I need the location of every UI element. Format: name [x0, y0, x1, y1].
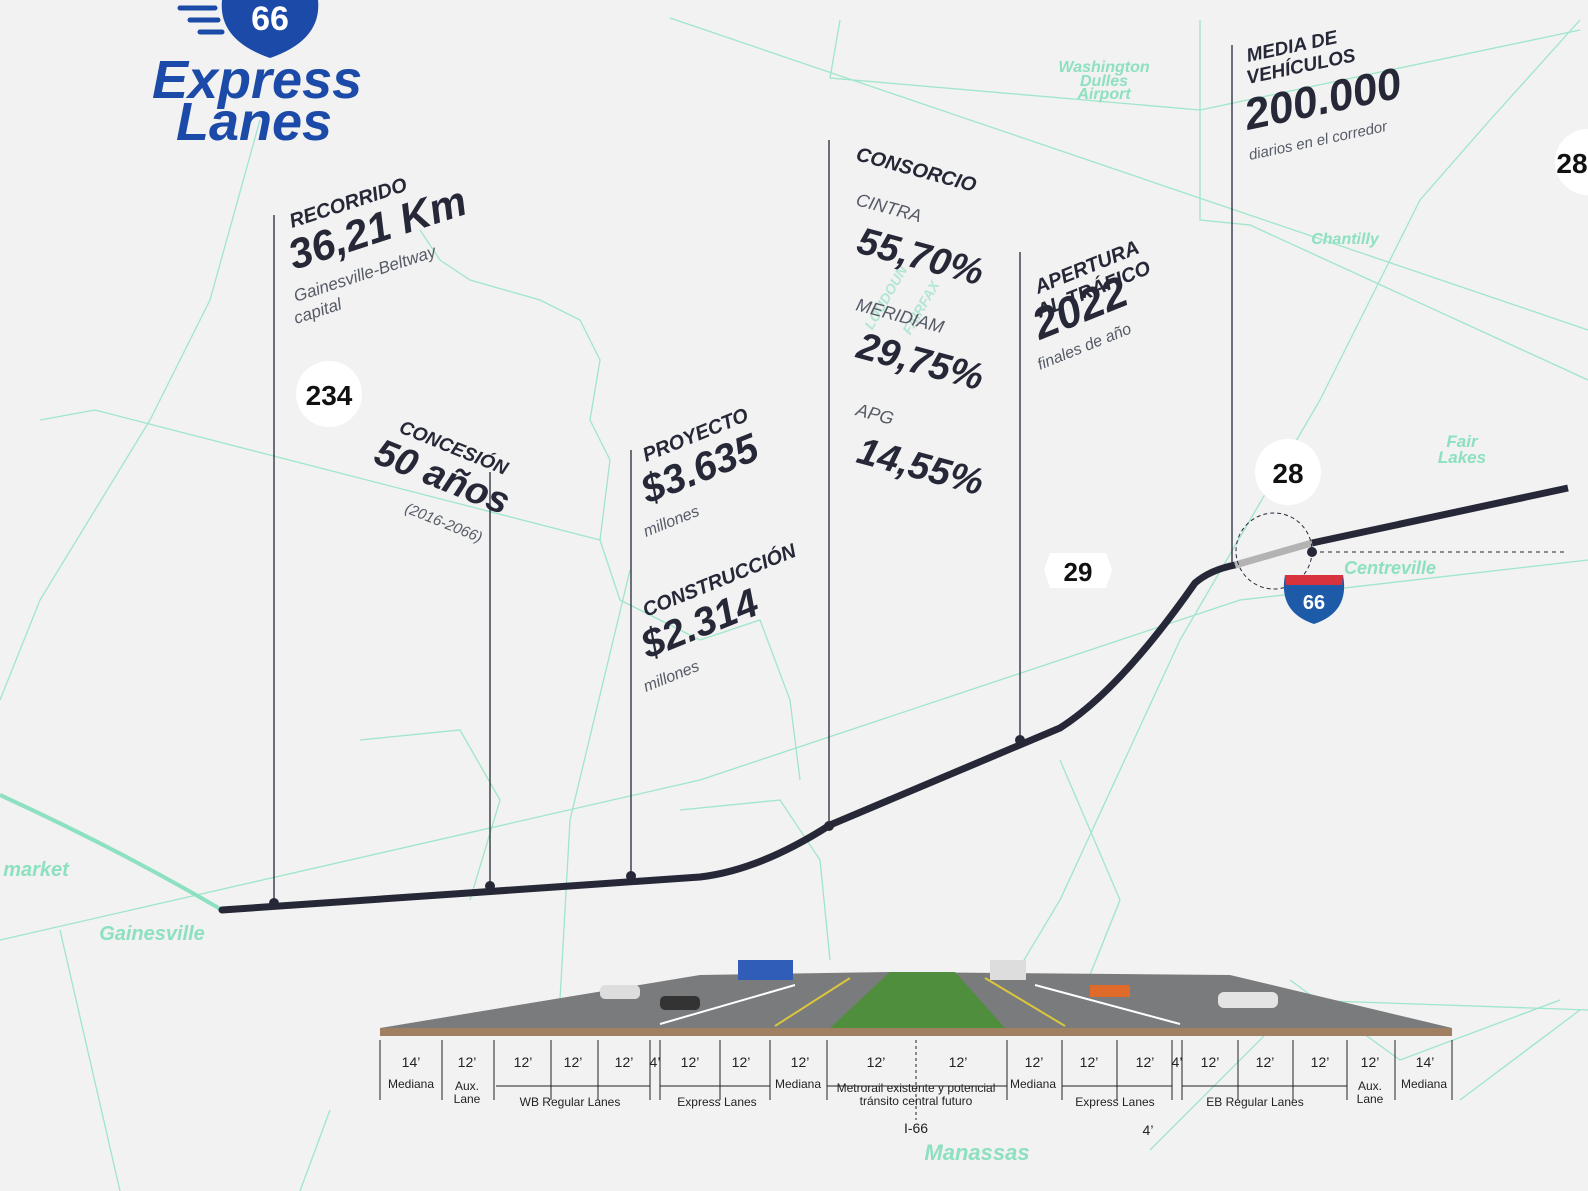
- dim-label: 12’: [732, 1054, 751, 1070]
- member-name: APG: [853, 399, 896, 428]
- logo-text: Lanes: [176, 92, 332, 152]
- dim-label: 12’: [1025, 1054, 1044, 1070]
- dim-label: 12’: [1311, 1054, 1330, 1070]
- dim-label: 12’: [514, 1054, 533, 1070]
- dim-label: 12’: [949, 1054, 968, 1070]
- group-label: Mediana: [1010, 1077, 1056, 1091]
- stats: RECORRIDO 36,21 Km Gainesville-Beltway c…: [282, 27, 1406, 696]
- dim-label: 12’: [1361, 1054, 1380, 1070]
- route-segment: [1234, 539, 1313, 569]
- map-label: Manassas: [924, 1140, 1029, 1165]
- group-label: WB Regular Lanes: [520, 1095, 621, 1109]
- dim-label: 12’: [1136, 1054, 1155, 1070]
- dim-label: 12’: [1080, 1054, 1099, 1070]
- map-label: Fair: [1446, 432, 1479, 451]
- route-extension: [0, 793, 224, 912]
- group-label: Express Lanes: [677, 1095, 756, 1109]
- dim-label: 12’: [564, 1054, 583, 1070]
- group-label: Lane: [1357, 1092, 1384, 1106]
- group-label: Aux.: [455, 1079, 479, 1093]
- map-label: Centreville: [1344, 558, 1436, 578]
- group-label: EB Regular Lanes: [1206, 1095, 1303, 1109]
- route: [1311, 484, 1569, 547]
- group-label: Metrorail existente y potencial: [837, 1081, 996, 1095]
- group-label: Mediana: [775, 1077, 821, 1091]
- logo-text: Express: [152, 50, 362, 110]
- shield-label: 28: [1272, 458, 1303, 489]
- map-label: Dulles: [1080, 73, 1128, 90]
- map-label: Airport: [1076, 86, 1131, 103]
- dim-label: 12’: [867, 1054, 886, 1070]
- route: [218, 561, 1239, 914]
- stat-title: CONSORCIO: [854, 144, 979, 197]
- shields: 234 28 28 29 66: [296, 129, 1588, 624]
- map-label: Washington: [1058, 59, 1149, 76]
- group-label: Mediana: [388, 1077, 434, 1091]
- map-label: Chantilly: [1311, 231, 1380, 248]
- logo-number: 66: [251, 0, 289, 38]
- shield-label: 28: [1556, 148, 1587, 179]
- map-label: market: [3, 859, 70, 881]
- dim-label: 14’: [402, 1054, 421, 1070]
- shield-label: 66: [1303, 592, 1325, 614]
- dots: [269, 547, 1317, 908]
- center-label: I-66: [904, 1120, 928, 1136]
- logo: 66 Express Lanes: [152, 0, 362, 152]
- cross-section: [380, 960, 1452, 1120]
- dim-label: 12’: [1201, 1054, 1220, 1070]
- shield-label: 29: [1064, 557, 1093, 587]
- group-label: Express Lanes: [1075, 1095, 1154, 1109]
- map-label: Gainesville: [99, 923, 205, 945]
- group-label: Mediana: [1401, 1077, 1447, 1091]
- group-label: Lane: [454, 1092, 481, 1106]
- dim-label: 12’: [791, 1054, 810, 1070]
- member-share: 55,70%: [853, 220, 988, 294]
- map-label: Lakes: [1438, 448, 1486, 467]
- dim-label: 12’: [681, 1054, 700, 1070]
- dim-label: 14’: [1416, 1054, 1435, 1070]
- dim-label: 4’: [650, 1054, 661, 1070]
- dim-label: 4’: [1143, 1122, 1154, 1138]
- dim-label: 12’: [1256, 1054, 1275, 1070]
- leaders: [273, 45, 1233, 903]
- member-share: 14,55%: [853, 430, 988, 504]
- member-share: 29,75%: [852, 325, 988, 399]
- dim-label: 4’: [1172, 1054, 1183, 1070]
- group-label: tránsito central futuro: [860, 1094, 973, 1108]
- shield-label: 234: [306, 380, 353, 411]
- group-label: Aux.: [1358, 1079, 1382, 1093]
- dim-label: 12’: [615, 1054, 634, 1070]
- dim-label: 12’: [458, 1054, 477, 1070]
